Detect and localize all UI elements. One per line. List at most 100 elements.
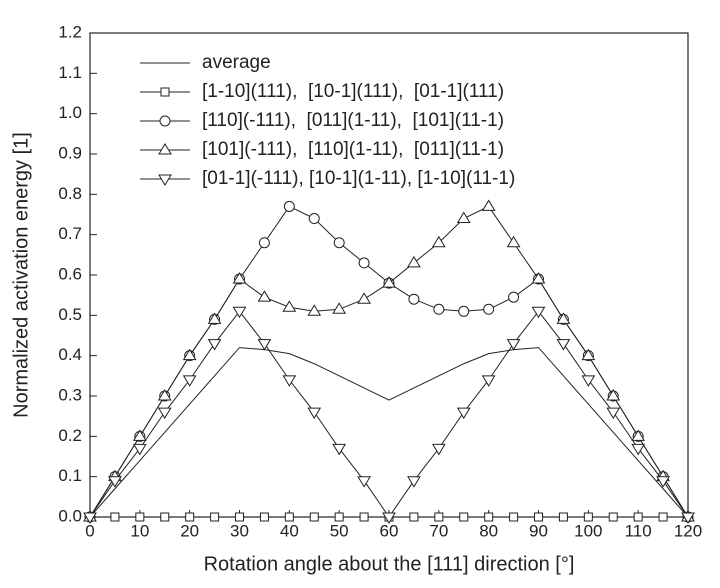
data-point [382, 276, 396, 288]
data-point [633, 512, 643, 522]
data-point [407, 476, 421, 488]
data-point [606, 389, 621, 401]
legend-marker [160, 87, 170, 97]
data-point [506, 339, 521, 351]
data-point [157, 389, 172, 401]
data-point [558, 512, 568, 522]
data-point [135, 512, 145, 522]
data-point [307, 304, 322, 316]
data-point [408, 293, 420, 305]
data-point [681, 512, 695, 524]
x-tick-label: 60 [380, 521, 399, 540]
legend-label: [101](-111), [110](1-11), [011](11-1) [202, 139, 504, 160]
data-point [359, 512, 369, 522]
data-point [508, 291, 520, 303]
data-point [284, 512, 294, 522]
data-point [481, 199, 496, 211]
x-tick-label: 30 [230, 521, 249, 540]
data-point [608, 512, 618, 522]
data-point [258, 237, 270, 249]
data-point [531, 306, 546, 319]
data-point [409, 512, 419, 522]
y-tick-label: 0.3 [58, 385, 82, 404]
data-point [207, 339, 222, 351]
y-tick-label: 0.8 [58, 184, 82, 203]
data-point [232, 272, 247, 284]
legend-label: [110](-111), [011](1-11), [101](11-1) [202, 110, 504, 131]
y-tick-label: 0.4 [58, 345, 82, 364]
series-line [89, 347, 689, 518]
y-tick-label: 0.6 [58, 264, 82, 283]
data-point [483, 303, 495, 315]
x-tick-label: 20 [180, 521, 199, 540]
x-tick-label: 100 [574, 521, 602, 540]
data-point [458, 305, 470, 317]
data-point [658, 512, 668, 522]
data-point [631, 429, 646, 441]
data-point [308, 213, 320, 225]
legend-marker [158, 143, 172, 155]
y-tick-label: 0.2 [58, 426, 82, 445]
data-point [282, 300, 297, 312]
data-point [108, 476, 122, 488]
data-point [581, 348, 596, 361]
x-tick-label: 10 [130, 521, 149, 540]
x-tick-label: 50 [330, 521, 349, 540]
data-point [210, 512, 220, 522]
x-tick-label: 0 [85, 521, 94, 540]
plot-frame [89, 32, 689, 518]
data-point [509, 512, 519, 522]
data-point [534, 512, 543, 522]
y-tick-label: 0.5 [58, 305, 82, 324]
data-point [456, 407, 471, 420]
data-point [257, 339, 272, 351]
data-point [257, 290, 272, 302]
x-tick-label: 90 [529, 521, 548, 540]
data-point [182, 375, 197, 387]
data-point [185, 512, 195, 522]
legend-marker [158, 174, 172, 186]
data-point [357, 476, 371, 488]
data-point [132, 429, 147, 441]
y-tick-label: 0.1 [58, 466, 82, 485]
x-axis-label: Rotation angle about the [111] direction… [204, 553, 575, 575]
data-point [132, 443, 147, 456]
data-point [235, 512, 244, 522]
data-point [606, 407, 621, 420]
data-point [357, 292, 371, 304]
data-point [332, 302, 347, 314]
data-point [556, 339, 571, 351]
data-point [484, 512, 494, 522]
series-line [89, 205, 689, 518]
x-tick-label: 70 [429, 521, 448, 540]
series-line [89, 310, 689, 518]
y-tick-label: 0.9 [58, 143, 82, 162]
data-point [207, 312, 222, 324]
legend-label: [01-1](-111), [10-1](1-11), [1-10](11-1) [202, 168, 515, 189]
data-point [433, 303, 445, 315]
data-point [581, 375, 596, 387]
data-point [407, 255, 421, 268]
x-tick-label: 110 [625, 521, 652, 540]
data-point [506, 235, 521, 248]
data-point [456, 211, 471, 224]
data-point [459, 512, 469, 522]
data-point [332, 443, 347, 456]
data-point [259, 512, 269, 522]
data-point [382, 512, 396, 524]
y-tick-label: 1.2 [58, 22, 82, 41]
x-tick-label: 120 [674, 521, 702, 540]
data-point [631, 443, 646, 456]
data-point [110, 512, 120, 522]
y-tick-label: 1.0 [58, 103, 82, 122]
data-point [182, 348, 197, 361]
data-point [309, 512, 319, 522]
data-point [334, 512, 344, 522]
data-point [232, 306, 247, 319]
data-point [434, 512, 444, 522]
data-point [556, 312, 571, 324]
data-point [282, 375, 297, 387]
y-tick-label: 1.1 [58, 63, 82, 82]
y-tick-label: 0.0 [58, 506, 82, 525]
